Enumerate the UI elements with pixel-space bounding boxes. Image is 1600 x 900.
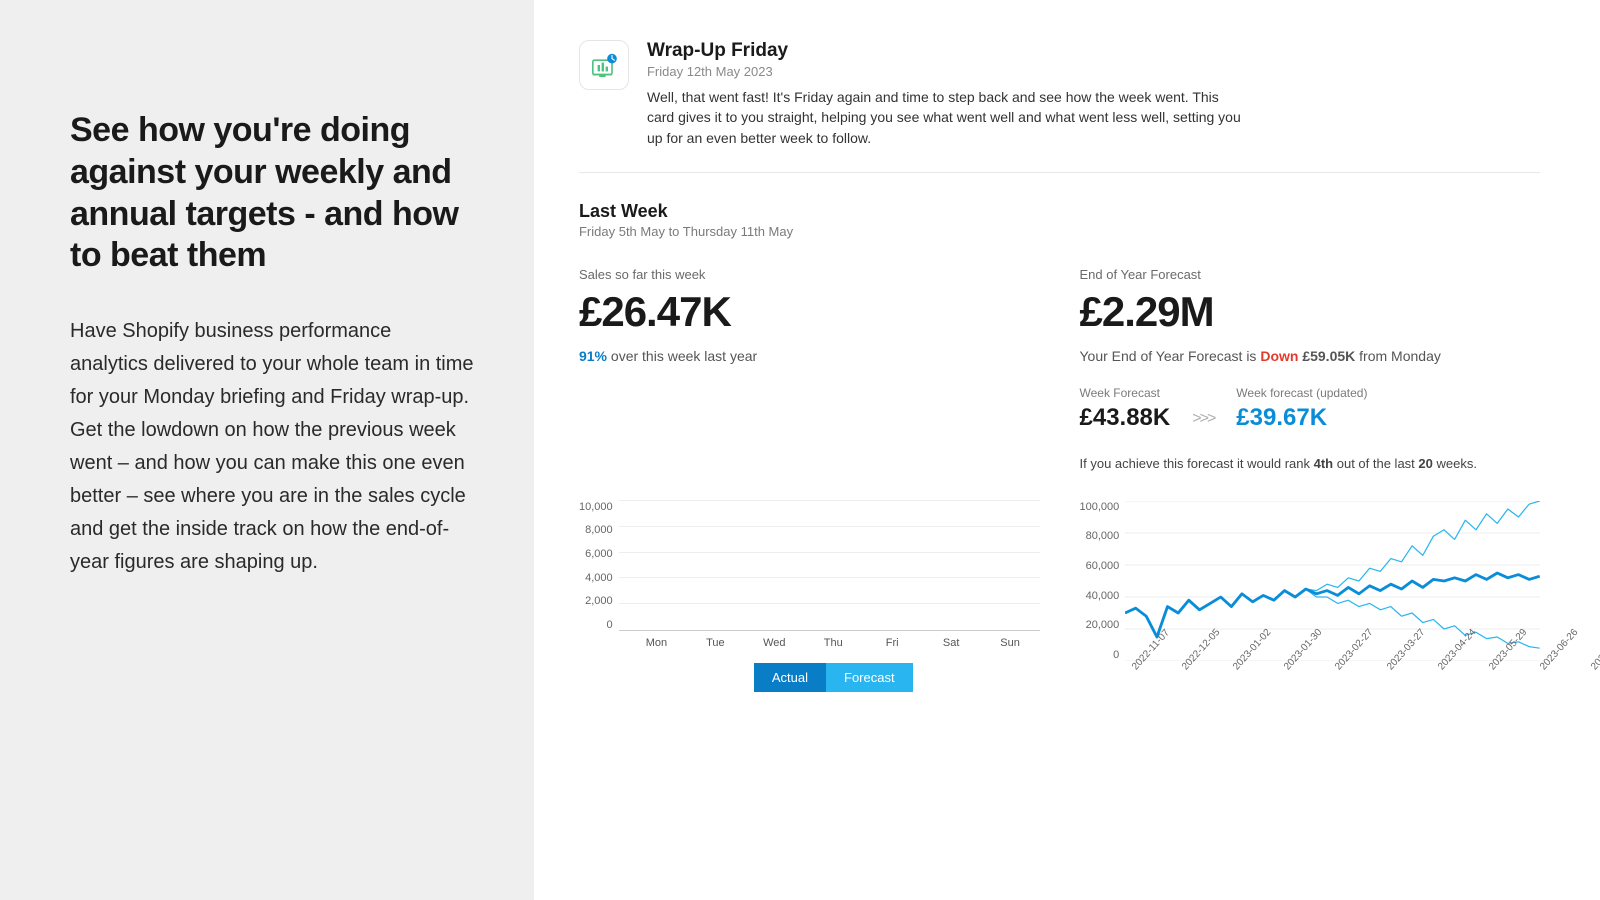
section-range: Friday 5th May to Thursday 11th May	[579, 224, 1540, 239]
sales-label: Sales so far this week	[579, 267, 1040, 282]
card-title: Wrap-Up Friday	[647, 40, 1247, 62]
forecast-sub-amount: £59.05K	[1298, 348, 1355, 364]
card-desc: Well, that went fast! It's Friday again …	[647, 87, 1247, 148]
forecast-sub-suffix: from Monday	[1355, 348, 1441, 364]
sales-sub: 91% over this week last year	[579, 348, 1040, 364]
rank-mid: out of the last	[1333, 456, 1418, 471]
bar-xtick: Sat	[922, 631, 981, 649]
section-title: Last Week	[579, 201, 1540, 222]
sales-pct: 91%	[579, 348, 607, 364]
compare-arrows-icon: >>>	[1192, 410, 1214, 432]
rank-pos: 4th	[1314, 456, 1334, 471]
bar-chart-plot	[619, 501, 1040, 631]
bar-chart-legend: Actual Forecast	[579, 663, 1040, 692]
wrapup-icon	[579, 40, 629, 90]
forecast-sub: Your End of Year Forecast is Down £59.05…	[1080, 348, 1541, 364]
marketing-heading: See how you're doing against your weekly…	[70, 110, 474, 277]
sales-value: £26.47K	[579, 288, 1040, 336]
bar-ytick: 0	[607, 619, 613, 631]
forecast-sub-down: Down	[1260, 348, 1298, 364]
line-ytick: 0	[1113, 649, 1119, 661]
bar-ytick: 6,000	[585, 548, 613, 560]
rank-suffix: weeks.	[1433, 456, 1477, 471]
bar-xtick: Thu	[804, 631, 863, 649]
line-chart: 100,000 80,000 60,000 40,000 20,000 0 2022-11…	[1080, 501, 1541, 713]
week-forecast-value: £43.88K	[1080, 404, 1171, 432]
line-xtick: 2023-07-24	[1589, 627, 1600, 697]
bar-xtick: Fri	[863, 631, 922, 649]
week-updated-label: Week forecast (updated)	[1236, 386, 1367, 400]
legend-actual[interactable]: Actual	[754, 663, 826, 692]
bar-chart: 10,000 8,000 6,000 4,000 2,000 0 MonTueWedThu…	[579, 501, 1040, 713]
bar-chart-xaxis: MonTueWedThuFriSatSun	[579, 631, 1040, 649]
section-header: Last Week Friday 5th May to Thursday 11t…	[579, 201, 1540, 239]
card-date: Friday 12th May 2023	[647, 64, 1247, 79]
bar-xtick: Wed	[745, 631, 804, 649]
marketing-panel: See how you're doing against your weekly…	[0, 0, 534, 900]
legend-forecast[interactable]: Forecast	[826, 663, 913, 692]
bar-xtick: Sun	[981, 631, 1040, 649]
week-updated-block: Week forecast (updated) £39.67K	[1236, 386, 1367, 432]
bar-ytick: 8,000	[585, 524, 613, 536]
metrics-row: Sales so far this week £26.47K 91% over …	[579, 267, 1540, 471]
line-ytick: 40,000	[1086, 590, 1120, 602]
rank-line: If you achieve this forecast it would ra…	[1080, 456, 1541, 471]
line-chart-xaxis: 2022-11-072022-12-052023-01-022023-01-30…	[1080, 665, 1541, 713]
rank-total: 20	[1418, 456, 1432, 471]
week-forecast-label: Week Forecast	[1080, 386, 1171, 400]
dashboard-panel: Wrap-Up Friday Friday 12th May 2023 Well…	[534, 0, 1600, 900]
card-header: Wrap-Up Friday Friday 12th May 2023 Well…	[579, 40, 1540, 173]
forecast-label: End of Year Forecast	[1080, 267, 1541, 282]
marketing-body: Have Shopify business performance analyt…	[70, 315, 474, 579]
sales-pct-suffix: over this week last year	[607, 348, 757, 364]
charts-row: 10,000 8,000 6,000 4,000 2,000 0 MonTueWedThu…	[579, 501, 1540, 713]
line-ytick: 60,000	[1086, 560, 1120, 572]
rank-prefix: If you achieve this forecast it would ra…	[1080, 456, 1314, 471]
forecast-compare: Week Forecast £43.88K >>> Week forecast …	[1080, 386, 1541, 432]
line-ytick: 100,000	[1080, 501, 1120, 513]
bar-chart-yaxis: 10,000 8,000 6,000 4,000 2,000 0	[579, 501, 619, 631]
line-series-main_series	[1125, 573, 1540, 637]
line-ytick: 20,000	[1086, 619, 1120, 631]
forecast-sub-prefix: Your End of Year Forecast is	[1080, 348, 1261, 364]
line-series-upper_band	[1125, 501, 1540, 637]
week-forecast-block: Week Forecast £43.88K	[1080, 386, 1171, 432]
bar-xtick: Tue	[686, 631, 745, 649]
card-header-text: Wrap-Up Friday Friday 12th May 2023 Well…	[647, 40, 1247, 148]
bar-xtick: Mon	[627, 631, 686, 649]
bar-ytick: 4,000	[585, 572, 613, 584]
forecast-metric: End of Year Forecast £2.29M Your End of …	[1080, 267, 1541, 471]
bar-ytick: 2,000	[585, 595, 613, 607]
bar-ytick: 10,000	[579, 501, 613, 513]
line-chart-yaxis: 100,000 80,000 60,000 40,000 20,000 0	[1080, 501, 1126, 661]
line-ytick: 80,000	[1086, 530, 1120, 542]
sales-metric: Sales so far this week £26.47K 91% over …	[579, 267, 1040, 471]
week-updated-value: £39.67K	[1236, 404, 1367, 432]
forecast-value: £2.29M	[1080, 288, 1541, 336]
